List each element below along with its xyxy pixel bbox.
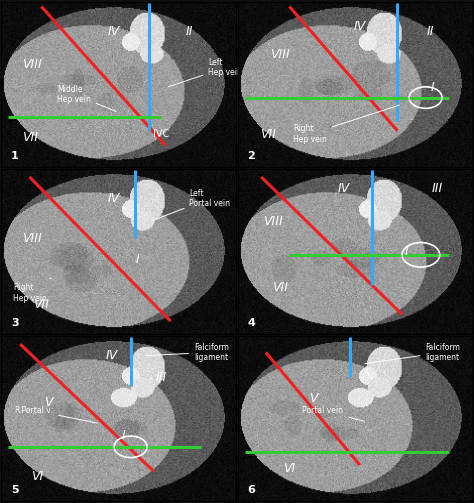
Text: I: I bbox=[122, 429, 126, 442]
Text: 1: 1 bbox=[11, 150, 18, 160]
Text: Right
Hep vein: Right Hep vein bbox=[293, 105, 400, 144]
Text: Falciform
ligament: Falciform ligament bbox=[145, 343, 229, 362]
Text: Portal vein: Portal vein bbox=[302, 406, 364, 422]
Text: 3: 3 bbox=[11, 318, 18, 327]
Text: VII: VII bbox=[33, 298, 49, 311]
Text: VII: VII bbox=[22, 131, 37, 144]
Text: R.Portal.v.: R.Portal.v. bbox=[15, 406, 97, 423]
Text: VII: VII bbox=[260, 128, 276, 140]
Text: VI: VI bbox=[30, 470, 43, 483]
Text: I: I bbox=[431, 81, 435, 94]
Text: IV: IV bbox=[354, 20, 366, 33]
Text: V: V bbox=[44, 395, 53, 408]
Text: Left
Portal vein: Left Portal vein bbox=[152, 189, 230, 221]
Text: Left
Hep vein: Left Hep vein bbox=[168, 58, 242, 87]
Text: VIII: VIII bbox=[270, 48, 290, 61]
Text: IV: IV bbox=[106, 349, 118, 362]
Text: 4: 4 bbox=[247, 318, 255, 327]
Text: 5: 5 bbox=[11, 485, 18, 495]
Text: IVC: IVC bbox=[153, 129, 169, 139]
Text: III: III bbox=[155, 371, 167, 384]
Text: I: I bbox=[136, 254, 139, 266]
Text: V: V bbox=[309, 392, 317, 405]
Text: III: III bbox=[432, 182, 443, 195]
Text: IV: IV bbox=[108, 25, 120, 38]
Text: VIII: VIII bbox=[22, 232, 42, 245]
Text: Right
Hep vein: Right Hep vein bbox=[13, 278, 51, 303]
Text: Falciform
ligament: Falciform ligament bbox=[365, 343, 460, 364]
Text: VI: VI bbox=[283, 462, 295, 475]
Text: VII: VII bbox=[272, 282, 288, 294]
Text: IV: IV bbox=[108, 192, 120, 205]
Text: 6: 6 bbox=[247, 485, 255, 495]
Text: VIII: VIII bbox=[263, 215, 283, 228]
Text: II: II bbox=[185, 25, 193, 38]
Text: 2: 2 bbox=[247, 150, 255, 160]
Text: II: II bbox=[427, 25, 434, 38]
Text: VIII: VIII bbox=[22, 58, 42, 71]
Text: Middle
Hep vein: Middle Hep vein bbox=[57, 85, 116, 112]
Text: IV: IV bbox=[337, 182, 349, 195]
Text: I: I bbox=[405, 245, 409, 258]
